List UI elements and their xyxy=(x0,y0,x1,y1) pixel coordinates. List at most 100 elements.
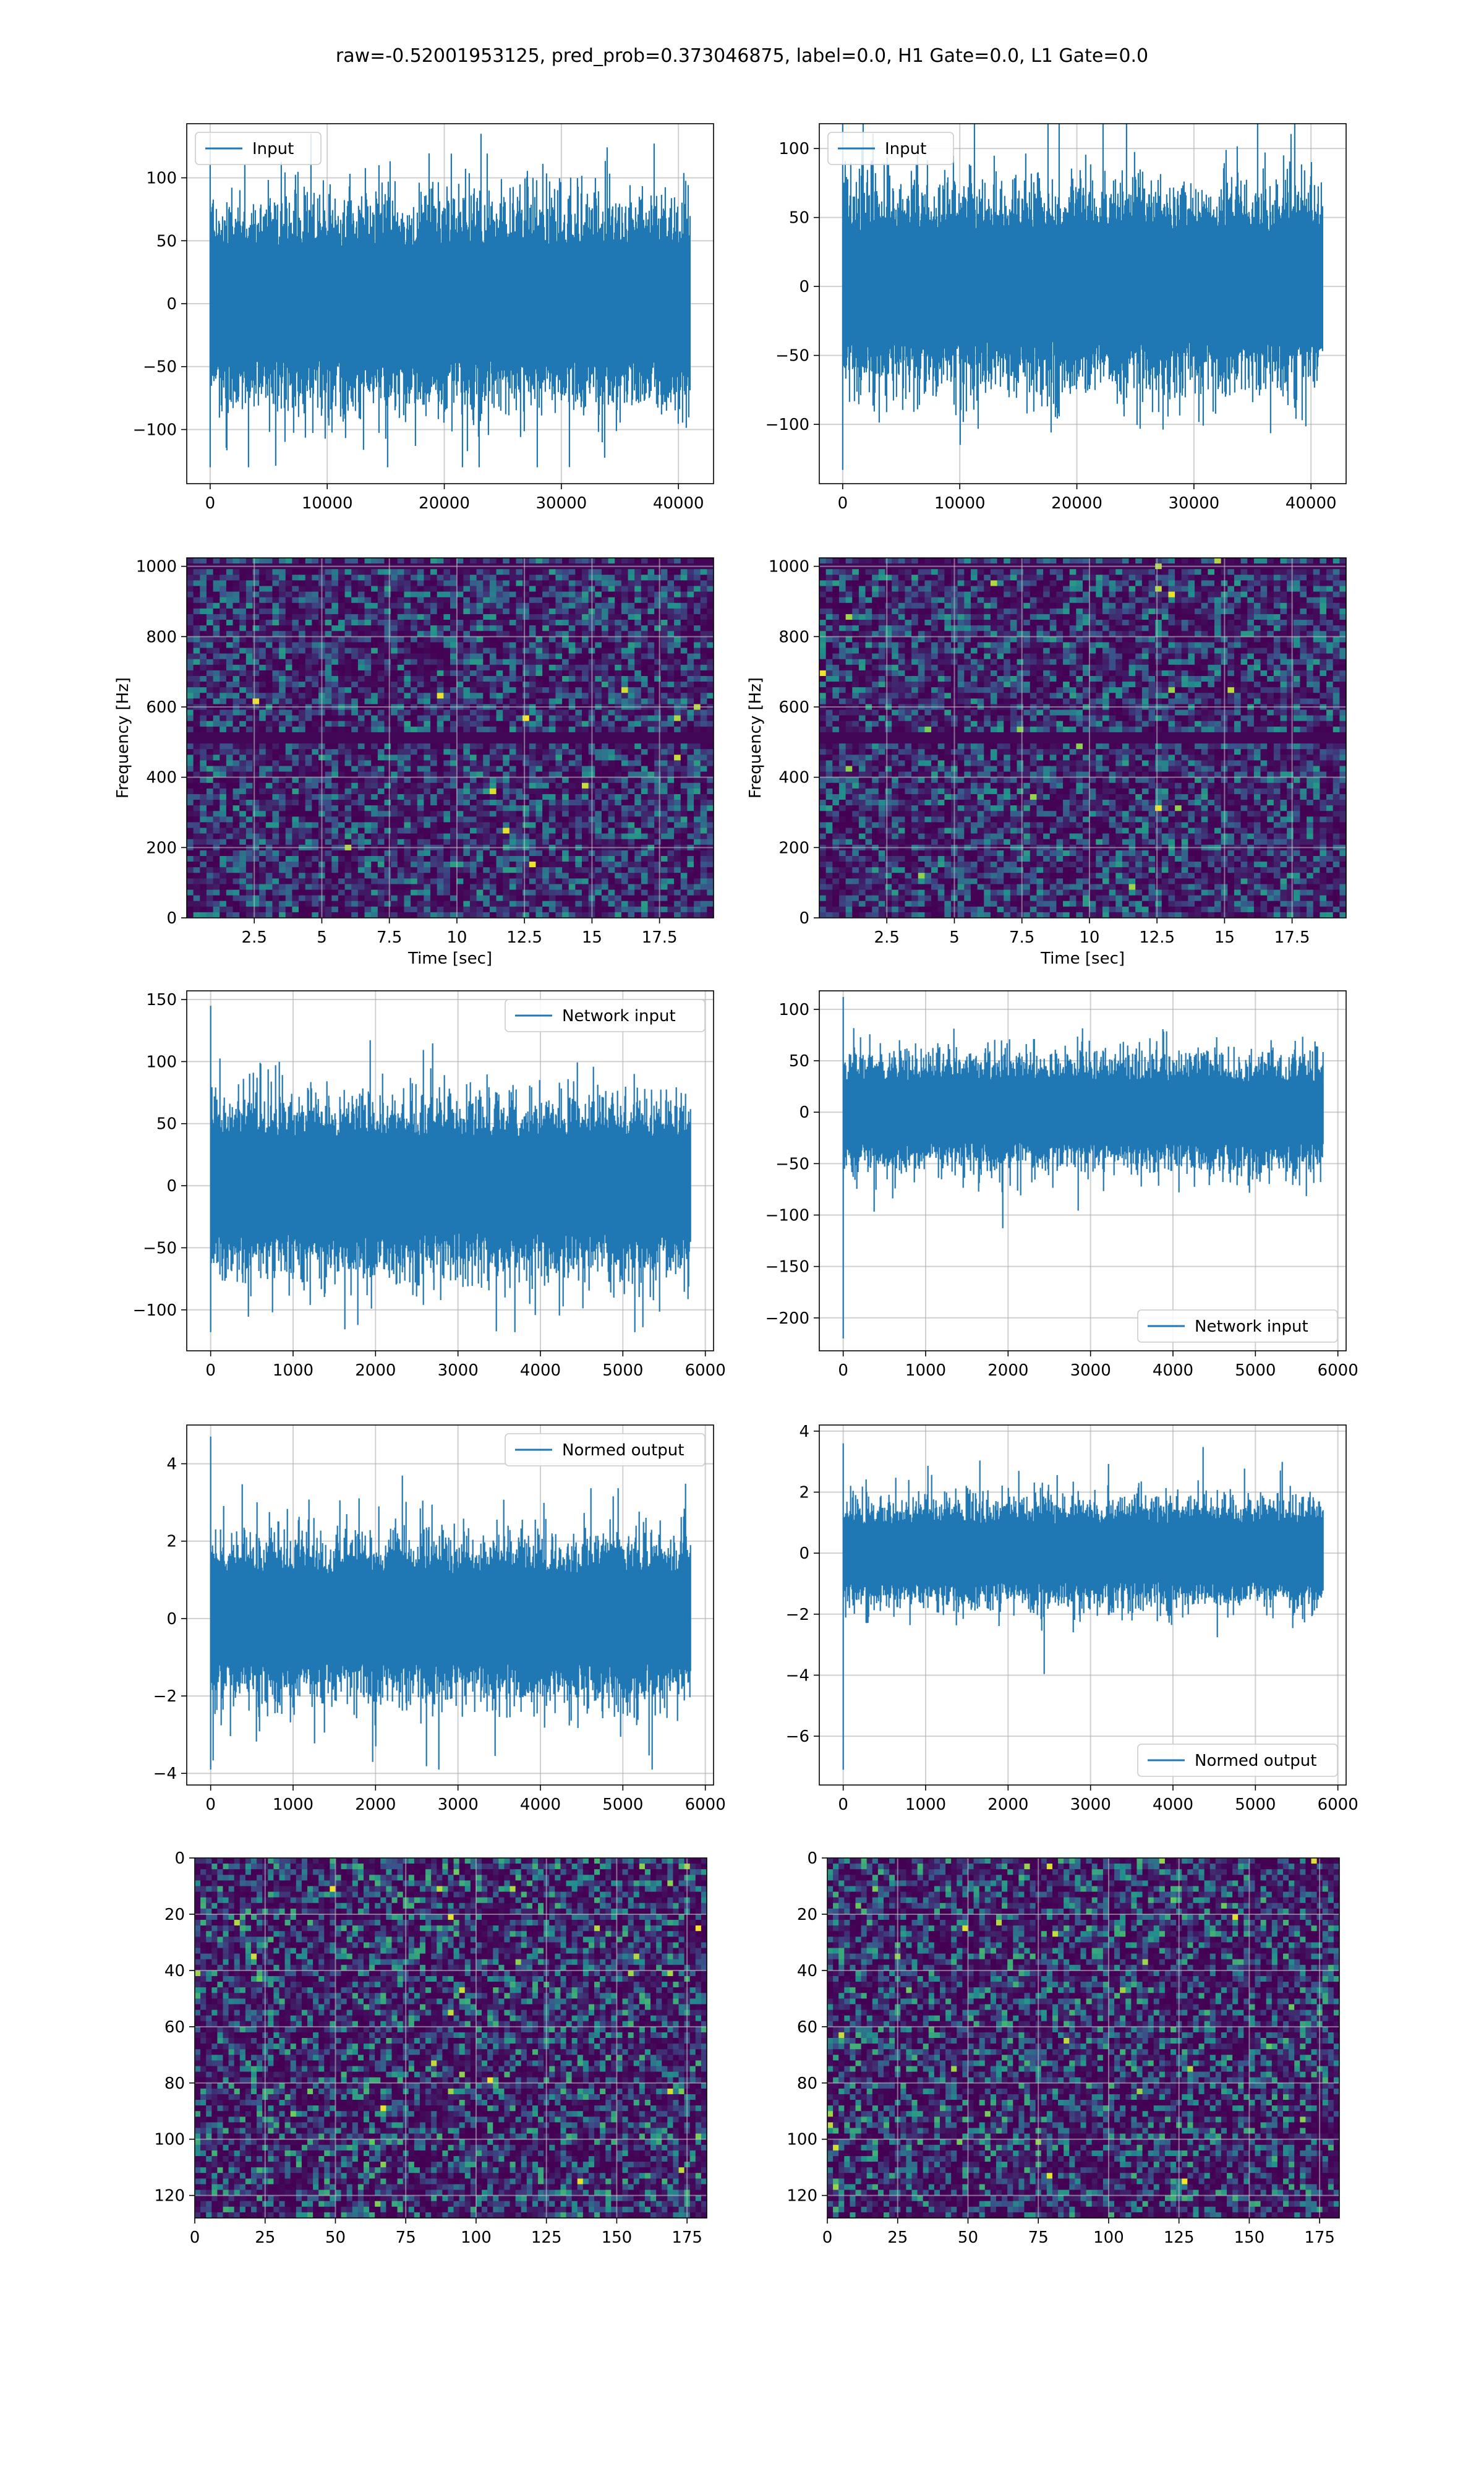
x-tick-label: 100 xyxy=(1093,2228,1124,2247)
legend: Input xyxy=(828,132,953,165)
x-tick-label: 4000 xyxy=(520,1796,561,1814)
x-tick-label: 2000 xyxy=(355,1361,396,1380)
y-tick-label: 100 xyxy=(154,2131,185,2149)
y-tick-label: 0 xyxy=(799,278,809,296)
y-tick-label: 120 xyxy=(787,2187,817,2206)
x-tick-label: 10000 xyxy=(302,494,353,513)
y-tick-label: 0 xyxy=(799,1544,809,1563)
x-tick-label: 40000 xyxy=(653,494,704,513)
y-tick-label: −50 xyxy=(775,347,809,366)
legend-label: Input xyxy=(885,140,926,158)
x-tick-label: 50 xyxy=(958,2228,978,2247)
x-tick-label: 0 xyxy=(205,1361,216,1380)
x-tick-label: 30000 xyxy=(1169,494,1220,513)
y-axis-label: Frequency [Hz] xyxy=(114,677,132,798)
y-tick-label: −100 xyxy=(765,1207,809,1225)
x-tick-label: 2.5 xyxy=(874,928,900,947)
y-tick-label: 50 xyxy=(156,1115,177,1134)
y-tick-label: −2 xyxy=(786,1606,809,1624)
x-tick-label: 3000 xyxy=(438,1361,479,1380)
x-tick-label: 7.5 xyxy=(1009,928,1034,947)
legend-label: Network input xyxy=(1195,1317,1308,1336)
x-tick-label: 125 xyxy=(531,2228,562,2247)
x-tick-label: 50 xyxy=(325,2228,346,2247)
x-tick-label: 10 xyxy=(446,928,467,947)
y-tick-label: 200 xyxy=(778,839,809,857)
legend: Normed output xyxy=(1138,1744,1337,1776)
y-tick-label: 4 xyxy=(166,1455,177,1474)
chart-feature-map-l1: 0 25 50 75 100 125 150 175 0 20 40 60 80 100 120 xyxy=(787,1849,1339,2247)
y-tick-label: 40 xyxy=(797,1962,817,1980)
x-tick-label: 5 xyxy=(317,928,327,947)
y-tick-label: −50 xyxy=(143,1239,177,1257)
series-core xyxy=(211,1142,691,1229)
x-tick-label: 20000 xyxy=(1051,494,1102,513)
y-tick-label: 1000 xyxy=(136,558,177,576)
x-tick-label: 75 xyxy=(396,2228,416,2247)
x-tick-label: 5000 xyxy=(1235,1796,1276,1814)
x-tick-label: 40000 xyxy=(1286,494,1337,513)
legend: Network input xyxy=(1138,1310,1337,1342)
heatmap-cells xyxy=(827,1858,1340,2219)
y-tick-label: −50 xyxy=(775,1155,809,1173)
y-tick-label: 200 xyxy=(146,839,177,857)
x-tick-label: 17.5 xyxy=(1274,928,1310,947)
x-tick-label: 12.5 xyxy=(506,928,542,947)
x-tick-label: 12.5 xyxy=(1139,928,1175,947)
x-tick-label: 1000 xyxy=(273,1361,313,1380)
y-tick-label: 50 xyxy=(789,1052,809,1071)
y-tick-label: 60 xyxy=(797,2018,817,2037)
figure-title: raw=-0.52001953125, pred_prob=0.37304687… xyxy=(336,45,1148,67)
y-tick-label: 100 xyxy=(778,140,809,158)
x-axis-label: Time [sec] xyxy=(1040,949,1125,968)
y-tick-label: 400 xyxy=(778,769,809,787)
x-tick-label: 150 xyxy=(602,2228,633,2247)
y-tick-label: −50 xyxy=(143,358,177,377)
x-tick-label: 6000 xyxy=(685,1361,726,1380)
y-tick-label: −6 xyxy=(786,1727,809,1746)
x-tick-label: 6000 xyxy=(1318,1796,1358,1814)
heatmap-cells xyxy=(187,558,714,918)
y-tick-label: 40 xyxy=(164,1962,185,1980)
y-tick-label: 50 xyxy=(156,232,177,250)
x-tick-label: 6000 xyxy=(685,1796,726,1814)
x-tick-label: 10 xyxy=(1079,928,1099,947)
x-tick-label: 0 xyxy=(838,1361,848,1380)
x-tick-label: 17.5 xyxy=(642,928,678,947)
y-tick-label: −2 xyxy=(153,1687,177,1706)
x-tick-label: 20000 xyxy=(419,494,470,513)
y-tick-label: 600 xyxy=(778,698,809,717)
y-tick-label: −4 xyxy=(786,1666,809,1685)
x-tick-label: 1000 xyxy=(905,1361,946,1380)
y-tick-label: −100 xyxy=(133,1301,177,1320)
x-tick-label: 75 xyxy=(1028,2228,1049,2247)
chart-feature-map-h1: 0 25 50 75 100 125 150 175 0 20 40 60 80 100 120 xyxy=(154,1849,707,2247)
x-tick-label: 5000 xyxy=(602,1796,643,1814)
heatmap-cells xyxy=(819,558,1347,918)
y-tick-label: 20 xyxy=(164,1906,185,1924)
series-core xyxy=(843,1526,1323,1580)
x-tick-label: 0 xyxy=(205,494,216,513)
x-tick-label: 175 xyxy=(672,2228,702,2247)
x-tick-label: 5000 xyxy=(1235,1361,1276,1380)
x-tick-label: 2.5 xyxy=(242,928,267,947)
x-tick-label: 25 xyxy=(887,2228,908,2247)
y-tick-label: −150 xyxy=(765,1258,809,1277)
x-tick-label: 0 xyxy=(190,2228,200,2247)
x-tick-label: 30000 xyxy=(536,494,587,513)
y-tick-label: −100 xyxy=(765,416,809,434)
x-tick-label: 7.5 xyxy=(377,928,402,947)
x-tick-label: 2000 xyxy=(987,1361,1028,1380)
y-tick-label: 100 xyxy=(778,1001,809,1019)
x-tick-label: 0 xyxy=(838,1796,848,1814)
x-tick-label: 2000 xyxy=(987,1796,1028,1814)
legend-label: Input xyxy=(252,140,294,158)
y-tick-label: 2 xyxy=(799,1484,809,1502)
x-tick-label: 2000 xyxy=(355,1796,396,1814)
x-tick-label: 1000 xyxy=(273,1796,313,1814)
x-tick-label: 4000 xyxy=(520,1361,561,1380)
y-tick-label: 0 xyxy=(166,909,177,928)
legend: Normed output xyxy=(505,1434,705,1466)
x-tick-label: 0 xyxy=(205,1796,216,1814)
